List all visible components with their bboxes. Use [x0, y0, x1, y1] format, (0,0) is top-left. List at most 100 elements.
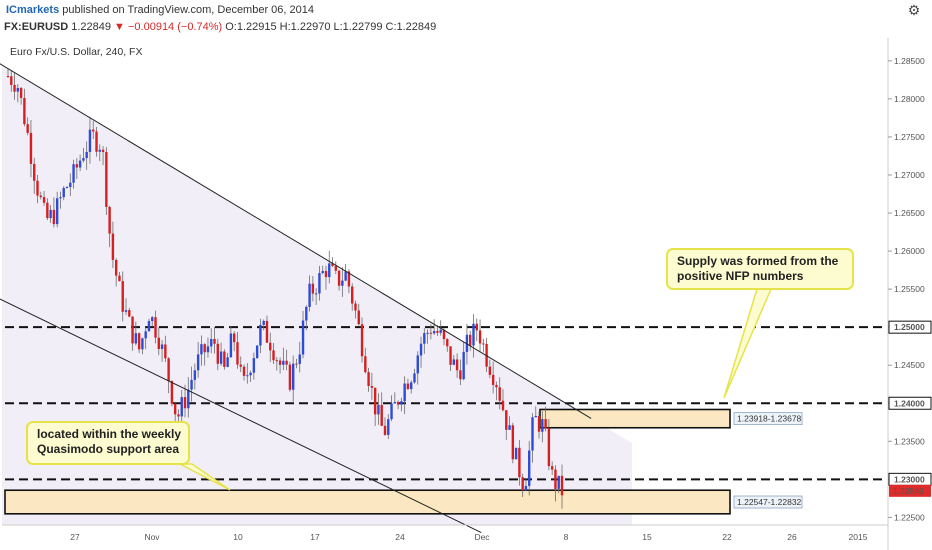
candle-body	[239, 364, 242, 367]
candle-body	[508, 425, 511, 430]
channel-fill	[2, 64, 632, 526]
x-tick-label: 27	[70, 532, 80, 542]
candle-body	[406, 383, 410, 390]
y-tick-label: 1.27500	[894, 132, 925, 142]
publisher-line: ICmarkets published on TradingView.com, …	[6, 4, 314, 16]
candle-body	[344, 271, 347, 281]
candle-body	[534, 416, 537, 418]
demand-zone-label: 1.22547-1.22832	[737, 497, 802, 507]
candle-body	[383, 425, 387, 435]
candle-body	[114, 259, 118, 276]
demand-zone-label-box	[733, 495, 803, 509]
x-axis[interactable]: 27 Nov 10 17 24 Dec 8 15 22 26 2015	[2, 524, 888, 542]
candle-body	[229, 333, 233, 358]
candle-body	[187, 389, 190, 409]
candle-body	[82, 158, 85, 161]
candle-body	[505, 410, 508, 430]
candle-body	[285, 360, 288, 365]
candle-body	[334, 265, 338, 271]
candle-body	[511, 425, 515, 460]
candle-body	[351, 286, 354, 304]
candle-body	[170, 381, 174, 404]
x-tick-label: Dec	[474, 532, 490, 542]
candle-body	[324, 270, 328, 278]
candle-body	[157, 337, 160, 349]
candle-body	[13, 84, 16, 92]
candle-body	[387, 419, 390, 435]
candle-body	[219, 351, 223, 364]
candle-body	[557, 475, 560, 489]
candle-body	[475, 323, 478, 331]
x-tick-label: 10	[233, 532, 243, 542]
candle-body	[318, 273, 321, 294]
candle-body	[183, 397, 187, 409]
candle-body	[98, 149, 101, 152]
candle-body	[55, 198, 59, 225]
candle-body	[537, 416, 541, 432]
candle-body	[482, 343, 485, 345]
y-tick-label: 1.28500	[894, 56, 925, 66]
candle-body	[69, 182, 72, 188]
candle-body	[455, 359, 459, 371]
candle-body	[305, 306, 308, 321]
candle-body	[216, 343, 219, 364]
candle-body	[173, 403, 177, 415]
open-value: O:1.22915	[222, 21, 277, 33]
y-tick-label: 1.24000	[894, 398, 925, 408]
candle-body	[246, 375, 249, 377]
candle-body	[203, 344, 206, 353]
candle-body	[321, 270, 324, 274]
close-value: C:1.22849	[382, 21, 437, 33]
candle-body	[265, 320, 269, 343]
y-tick-label: 1.24500	[894, 360, 925, 370]
candle-body	[436, 331, 439, 333]
candle-body	[416, 355, 419, 374]
candle-body	[298, 354, 301, 364]
candle-body	[39, 195, 42, 198]
gear-icon[interactable]: ⚙	[907, 2, 921, 18]
publisher-name[interactable]: ICmarkets	[6, 4, 60, 16]
candle-body	[459, 370, 462, 380]
x-tick-label: Nov	[144, 532, 160, 542]
candle-body	[377, 404, 380, 415]
candle-body	[42, 197, 46, 203]
candle-body	[236, 342, 239, 365]
candle-body	[272, 350, 275, 361]
candle-body	[308, 283, 311, 307]
candle-body	[393, 401, 397, 404]
candle-body	[396, 401, 400, 405]
candle-body	[255, 345, 259, 359]
y-axis[interactable]: 1.28500 1.28000 1.27500 1.27000 1.26500 1.260…	[887, 38, 932, 550]
demand-zone[interactable]	[4, 489, 731, 515]
candle-body	[111, 233, 115, 260]
y-tick-label: 1.26000	[894, 246, 925, 256]
candle-body	[413, 373, 416, 383]
candle-body	[347, 271, 351, 287]
high-value: H:1.22970	[276, 21, 331, 33]
callout-text-line: Quasimodo support area	[37, 442, 179, 456]
candle-body	[449, 346, 452, 365]
y-tick-label: 1.26500	[894, 208, 925, 218]
candle-body	[128, 310, 131, 317]
y-tick-label: 1.28000	[894, 94, 925, 104]
candle-body	[291, 363, 295, 390]
callout-box[interactable]	[26, 421, 190, 465]
candle-body	[390, 403, 393, 420]
candle-body	[550, 466, 554, 470]
published-text: published on TradingView.com, December 0…	[59, 4, 314, 16]
channel-fill-area	[2, 64, 632, 526]
candle-body	[410, 382, 413, 390]
candle-body	[439, 329, 442, 333]
candle-body	[469, 334, 472, 346]
candle-body	[357, 310, 360, 325]
callout-box[interactable]	[666, 248, 854, 290]
candle-body	[495, 384, 498, 388]
candle-body	[419, 343, 423, 356]
candle-body	[95, 131, 98, 152]
candle-body	[541, 419, 544, 432]
supply-zone[interactable]	[539, 408, 731, 429]
candle-body	[137, 333, 141, 350]
candle-body	[101, 149, 105, 152]
levels-layer	[5, 326, 885, 481]
